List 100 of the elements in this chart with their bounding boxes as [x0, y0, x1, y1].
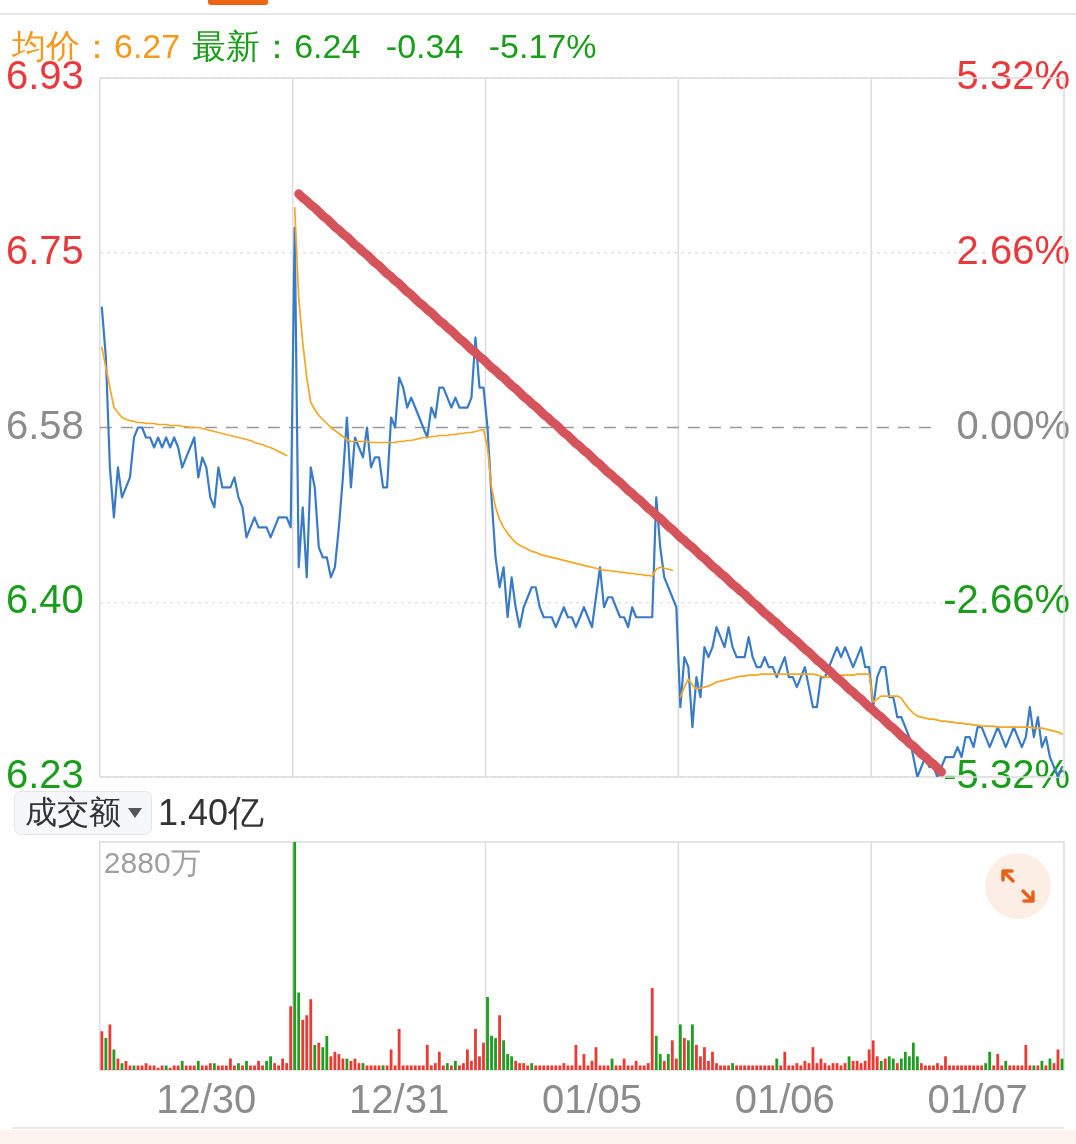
- bar: [192, 1065, 196, 1070]
- bar: [972, 1065, 976, 1070]
- bar: [924, 1065, 927, 1070]
- bar: [100, 1031, 104, 1070]
- bar: [409, 1065, 413, 1070]
- bar: [731, 1063, 734, 1070]
- bar: [932, 1065, 935, 1070]
- chart-subtitle: 最新：6.24 -0.34 -5.17%: [192, 26, 597, 67]
- bar: [249, 1065, 252, 1070]
- bar: [261, 1065, 264, 1070]
- bar: [538, 1065, 542, 1070]
- bar: [216, 1065, 220, 1070]
- bar: [695, 1044, 698, 1070]
- bar: [437, 1051, 441, 1070]
- bar: [976, 1065, 980, 1070]
- y2-tick-label: 5.32%: [956, 53, 1070, 98]
- y2-tick-label: 2.66%: [956, 227, 1070, 272]
- bar: [739, 1065, 743, 1070]
- bar: [755, 1065, 759, 1070]
- bar: [944, 1056, 947, 1070]
- y-tick-label: 6.40: [6, 577, 84, 622]
- bar: [220, 1065, 224, 1070]
- bar: [711, 1051, 714, 1070]
- bar: [514, 1060, 518, 1070]
- dropdown-field: 成交额: [14, 791, 152, 835]
- bar: [803, 1060, 807, 1070]
- y2-tick-label: 0.00%: [956, 402, 1070, 447]
- bar: [466, 1049, 469, 1070]
- bar: [670, 1040, 674, 1070]
- bar: [208, 1063, 212, 1070]
- bar: [960, 1065, 963, 1070]
- bar: [156, 1067, 160, 1070]
- bar: [453, 1060, 457, 1070]
- bar: [245, 1060, 248, 1070]
- bar: [417, 1065, 421, 1070]
- bar: [212, 1063, 216, 1070]
- bar: [502, 1040, 505, 1070]
- x-tick-label: 12/30: [156, 1077, 257, 1122]
- bar: [184, 1065, 188, 1070]
- bar: [550, 1065, 554, 1070]
- bar: [237, 1063, 240, 1070]
- bar: [911, 1042, 915, 1070]
- bar: [771, 1065, 775, 1070]
- bar: [807, 1063, 811, 1070]
- x-tick-label: 01/06: [734, 1077, 835, 1122]
- bar: [180, 1060, 184, 1070]
- bar: [751, 1065, 755, 1070]
- bar: [498, 1015, 501, 1070]
- bar: [188, 1065, 192, 1070]
- x-tick-label: 01/07: [927, 1077, 1028, 1122]
- bar: [638, 1065, 642, 1070]
- bar: [859, 1063, 863, 1070]
- bar: [895, 1063, 899, 1070]
- bar: [650, 987, 654, 1070]
- bar: [425, 1044, 429, 1070]
- bar: [200, 1065, 204, 1070]
- bar: [1040, 1060, 1044, 1070]
- bar: [482, 1042, 485, 1070]
- bar: [325, 1035, 329, 1070]
- bar: [317, 1042, 321, 1070]
- bar: [952, 1065, 955, 1070]
- bar: [630, 1065, 634, 1070]
- bar: [988, 1051, 992, 1070]
- bar: [176, 1065, 180, 1070]
- bar: [1012, 1065, 1016, 1070]
- y2-tick-label: -2.66%: [943, 577, 1070, 622]
- bar: [891, 1058, 895, 1070]
- bar: [329, 1056, 333, 1070]
- bar: [269, 1056, 272, 1070]
- bar: [542, 1065, 546, 1070]
- bar: [257, 1060, 260, 1070]
- bar: [164, 1065, 168, 1070]
- bar: [719, 1065, 722, 1070]
- bar: [642, 1065, 646, 1070]
- bar: [634, 1060, 638, 1070]
- bar: [474, 1028, 477, 1070]
- bar: [919, 1063, 923, 1070]
- bar: [799, 1065, 803, 1070]
- bar: [678, 1024, 682, 1070]
- bar: [566, 1065, 570, 1070]
- bar: [703, 1047, 706, 1070]
- bar: [996, 1054, 1000, 1070]
- bar: [1004, 1060, 1008, 1070]
- bar: [666, 1054, 670, 1070]
- bar: [1032, 1065, 1036, 1070]
- bar: [510, 1056, 514, 1070]
- bar: [405, 1065, 409, 1070]
- x-tick-label: 12/31: [349, 1077, 450, 1122]
- bar: [204, 1065, 208, 1070]
- bar: [855, 1060, 859, 1070]
- bar: [1008, 1065, 1012, 1070]
- bar: [160, 1065, 164, 1070]
- bar: [301, 1019, 305, 1070]
- bar: [389, 1049, 393, 1070]
- bar: [1036, 1065, 1040, 1070]
- bar: [795, 1063, 799, 1070]
- bar: [341, 1058, 345, 1070]
- chart-subtitle: 1.40亿: [158, 790, 265, 835]
- bar: [743, 1065, 747, 1070]
- bar: [534, 1065, 538, 1070]
